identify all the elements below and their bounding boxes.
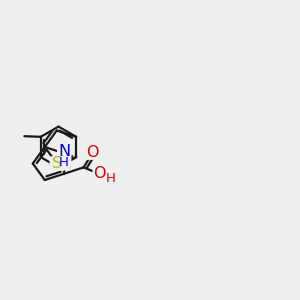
Text: O: O <box>86 145 99 160</box>
FancyBboxPatch shape <box>50 156 64 171</box>
FancyBboxPatch shape <box>92 167 107 181</box>
FancyBboxPatch shape <box>85 146 100 160</box>
FancyBboxPatch shape <box>106 172 116 184</box>
Text: N: N <box>58 144 70 159</box>
FancyBboxPatch shape <box>57 148 71 170</box>
Text: S: S <box>52 156 62 171</box>
Text: H: H <box>59 156 69 169</box>
Text: O: O <box>93 167 106 182</box>
Text: H: H <box>106 172 116 185</box>
